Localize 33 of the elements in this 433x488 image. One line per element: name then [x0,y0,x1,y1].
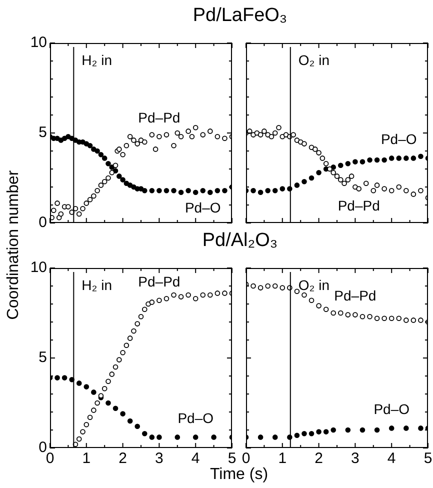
series-label: Pd–Pd [338,198,380,214]
y-tick-label: 10 [30,34,47,52]
x-tick-label: 4 [387,450,396,468]
x-tick-label: 0 [242,450,250,468]
x-tick-label: 2 [118,450,127,468]
x-tick-label: 5 [424,450,432,468]
x-tick-label: 3 [155,450,164,468]
legend-label: Pd–Pd [334,288,376,304]
y-tick-label: 5 [38,124,47,142]
legend-label: Pd–O [184,199,221,216]
ref-line-label: O₂ in [298,276,330,293]
ref-line-label: O₂ in [298,52,330,68]
series-label: Pd–O [374,401,410,418]
x-tick-label: 4 [191,450,200,468]
ref-line-label: H₂ in [82,52,112,68]
y-axis-title: Coordination number [4,169,23,322]
chart-title: Pd/LaFeO₃ [192,5,288,27]
y-tick-label: 0 [38,214,47,232]
ref-line-label: H₂ in [82,276,112,293]
series-label: Pd–Pd [138,109,180,126]
legend-label: Pd–Pd [138,273,180,290]
x-tick-label: 2 [314,450,323,468]
x-tick-label: 3 [351,450,360,468]
y-tick-label: 10 [30,259,47,276]
x-tick-label: 1 [278,450,287,468]
y-tick-label: 0 [38,439,47,456]
y-tick-label: 5 [38,349,47,366]
x-tick-label: 1 [82,450,91,468]
chart-title: Pd/Al₂O₃ [201,230,279,252]
x-tick-label: 5 [228,450,236,468]
series-label: Pd–O [178,410,214,426]
legend-label: Pd–O [380,131,417,148]
x-axis-title: Time (s) [208,466,270,484]
